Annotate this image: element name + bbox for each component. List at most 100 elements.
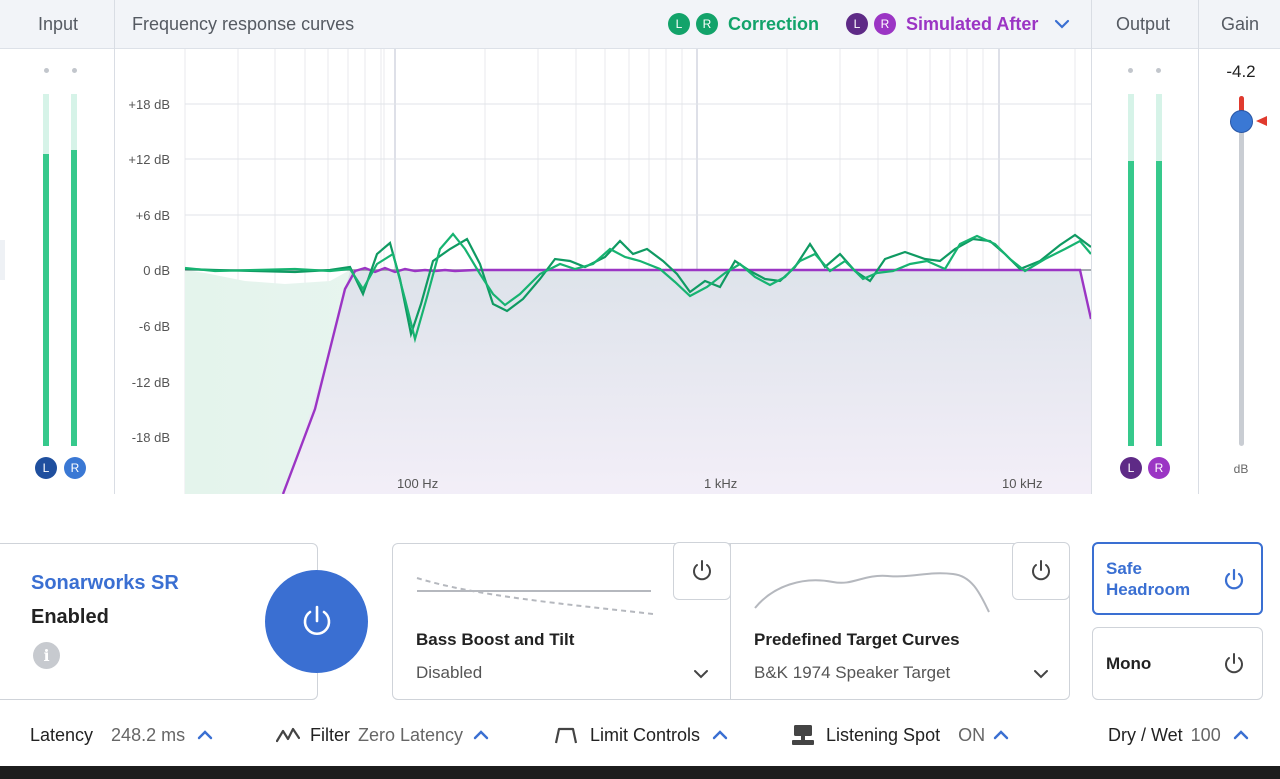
correction-label: Correction — [728, 13, 820, 34]
input-right-badge: R — [64, 457, 86, 479]
power-icon — [693, 560, 711, 581]
target-curves-title: Predefined Target Curves — [754, 630, 960, 649]
gain-slider-limit — [1239, 96, 1244, 118]
left-edge-strip — [0, 240, 5, 280]
target-curves-power-button[interactable] — [1012, 542, 1070, 600]
target-curves-value[interactable]: B&K 1974 Speaker Target — [754, 663, 951, 682]
sonarworks-title: Sonarworks SR — [31, 572, 179, 594]
db-label-minus18: -18 dB — [131, 430, 170, 445]
input-label: Input — [38, 13, 79, 34]
bass-boost-power-button[interactable] — [673, 542, 731, 600]
latency-label: Latency — [30, 724, 94, 745]
db-label-18: +18 dB — [128, 97, 170, 112]
info-icon[interactable]: i — [33, 642, 60, 669]
safe-headroom-label: Safe Headroom — [1106, 559, 1191, 599]
correction-left-badge: L — [668, 13, 690, 35]
bass-tilt-preview-icon — [416, 577, 654, 615]
output-left-badge: L — [1120, 457, 1142, 479]
listening-spot-control[interactable]: Listening Spot ON — [790, 704, 1009, 766]
db-label-12: +12 dB — [128, 152, 170, 167]
dry-wet-value: 100 — [1190, 724, 1221, 745]
gain-label: Gain — [1221, 13, 1260, 34]
gain-slider-handle[interactable] — [1230, 110, 1253, 133]
bass-boost-chevron-down-icon[interactable] — [693, 669, 709, 679]
power-icon — [1032, 560, 1050, 581]
target-curves-chevron-down-icon[interactable] — [1033, 669, 1049, 679]
dry-wet-control[interactable]: Dry / Wet 100 — [1108, 704, 1249, 766]
host-footer-strip — [0, 766, 1280, 779]
gain-unit: dB — [1233, 462, 1249, 476]
listening-spot-value: ON — [958, 724, 986, 745]
output-right-badge: R — [1148, 457, 1170, 479]
chevron-up-icon — [197, 730, 213, 740]
bottom-bar: Latency 248.2 ms Filter Zero Latency Lim… — [0, 704, 1280, 766]
output-meter-right-fill — [1156, 160, 1162, 446]
input-meter-right-fill — [71, 150, 77, 446]
sonarworks-status: Enabled — [31, 606, 109, 628]
db-label-6: +6 dB — [135, 208, 170, 223]
bass-boost-title: Bass Boost and Tilt — [416, 630, 575, 649]
chevron-up-icon — [1233, 730, 1248, 740]
db-label-minus12: -12 dB — [131, 375, 170, 390]
main-power-button[interactable] — [265, 570, 368, 673]
input-meter-right — [71, 94, 77, 446]
hz-label-10k: 10 kHz — [1002, 476, 1043, 491]
simulated-left-badge: L — [846, 13, 868, 35]
filter-control[interactable]: Filter Zero Latency — [276, 704, 489, 766]
dry-wet-label: Dry / Wet — [1108, 724, 1183, 745]
filter-label: Filter — [310, 724, 350, 745]
graph-title: Frequency response curves — [132, 13, 355, 34]
simulated-label: Simulated After — [906, 13, 1039, 34]
input-left-badge: L — [35, 457, 57, 479]
bass-boost-value[interactable]: Disabled — [416, 663, 483, 682]
db-label-0: 0 dB — [143, 263, 170, 278]
power-icon — [1225, 653, 1243, 674]
gain-slider-track[interactable] — [1239, 96, 1244, 446]
meter-peak-dot — [72, 68, 77, 73]
meter-peak-dot — [44, 68, 49, 73]
input-meter-left-fill — [43, 153, 49, 446]
hz-label-100: 100 Hz — [397, 476, 439, 491]
safe-headroom-button[interactable]: Safe Headroom — [1092, 542, 1263, 615]
mono-label: Mono — [1106, 654, 1152, 673]
limit-shape-icon — [554, 727, 578, 744]
filter-value: Zero Latency — [358, 724, 464, 745]
meter-peak-dot — [1156, 68, 1161, 73]
header-bar: Input Frequency response curves L R Corr… — [0, 0, 1280, 49]
listening-spot-icon — [792, 725, 814, 745]
gain-value: -4.2 — [1226, 62, 1256, 81]
gain-limit-marker-icon — [1256, 116, 1267, 126]
power-icon — [1224, 568, 1244, 590]
input-meter-left — [43, 94, 49, 446]
output-meter-left-fill — [1128, 160, 1134, 446]
separator — [1091, 0, 1092, 494]
separator — [114, 0, 115, 494]
frequency-graph[interactable] — [115, 49, 1091, 494]
target-curve-preview-icon — [754, 572, 990, 613]
legend-chevron-down-icon[interactable] — [1054, 19, 1070, 29]
simulated-area — [283, 271, 1091, 494]
mono-button[interactable]: Mono — [1092, 627, 1263, 700]
meter-peak-dot — [1128, 68, 1133, 73]
legend-correction[interactable]: L R Correction — [668, 0, 839, 48]
simulated-right-badge: R — [874, 13, 896, 35]
output-meter-right — [1156, 94, 1162, 446]
power-icon — [303, 605, 330, 635]
legend-simulated[interactable]: L R Simulated After — [846, 0, 1070, 48]
latency-value: 248.2 ms — [111, 724, 186, 745]
output-label: Output — [1116, 13, 1171, 34]
simulated-after-curve — [281, 266, 1091, 494]
output-meter-left — [1128, 94, 1134, 446]
db-label-minus6: -6 dB — [138, 319, 170, 334]
chevron-up-icon — [712, 730, 728, 740]
listening-spot-label: Listening Spot — [826, 724, 941, 745]
target-curves-card[interactable]: Predefined Target Curves B&K 1974 Speake… — [730, 543, 1070, 700]
latency-control[interactable]: Latency 248.2 ms — [30, 704, 213, 766]
chevron-up-icon — [993, 730, 1009, 740]
correction-right-badge: R — [696, 13, 718, 35]
hz-label-1k: 1 kHz — [704, 476, 738, 491]
limit-controls[interactable]: Limit Controls — [554, 704, 728, 766]
chevron-up-icon — [473, 730, 489, 740]
filter-wave-icon — [276, 727, 300, 743]
limit-label: Limit Controls — [590, 724, 701, 745]
